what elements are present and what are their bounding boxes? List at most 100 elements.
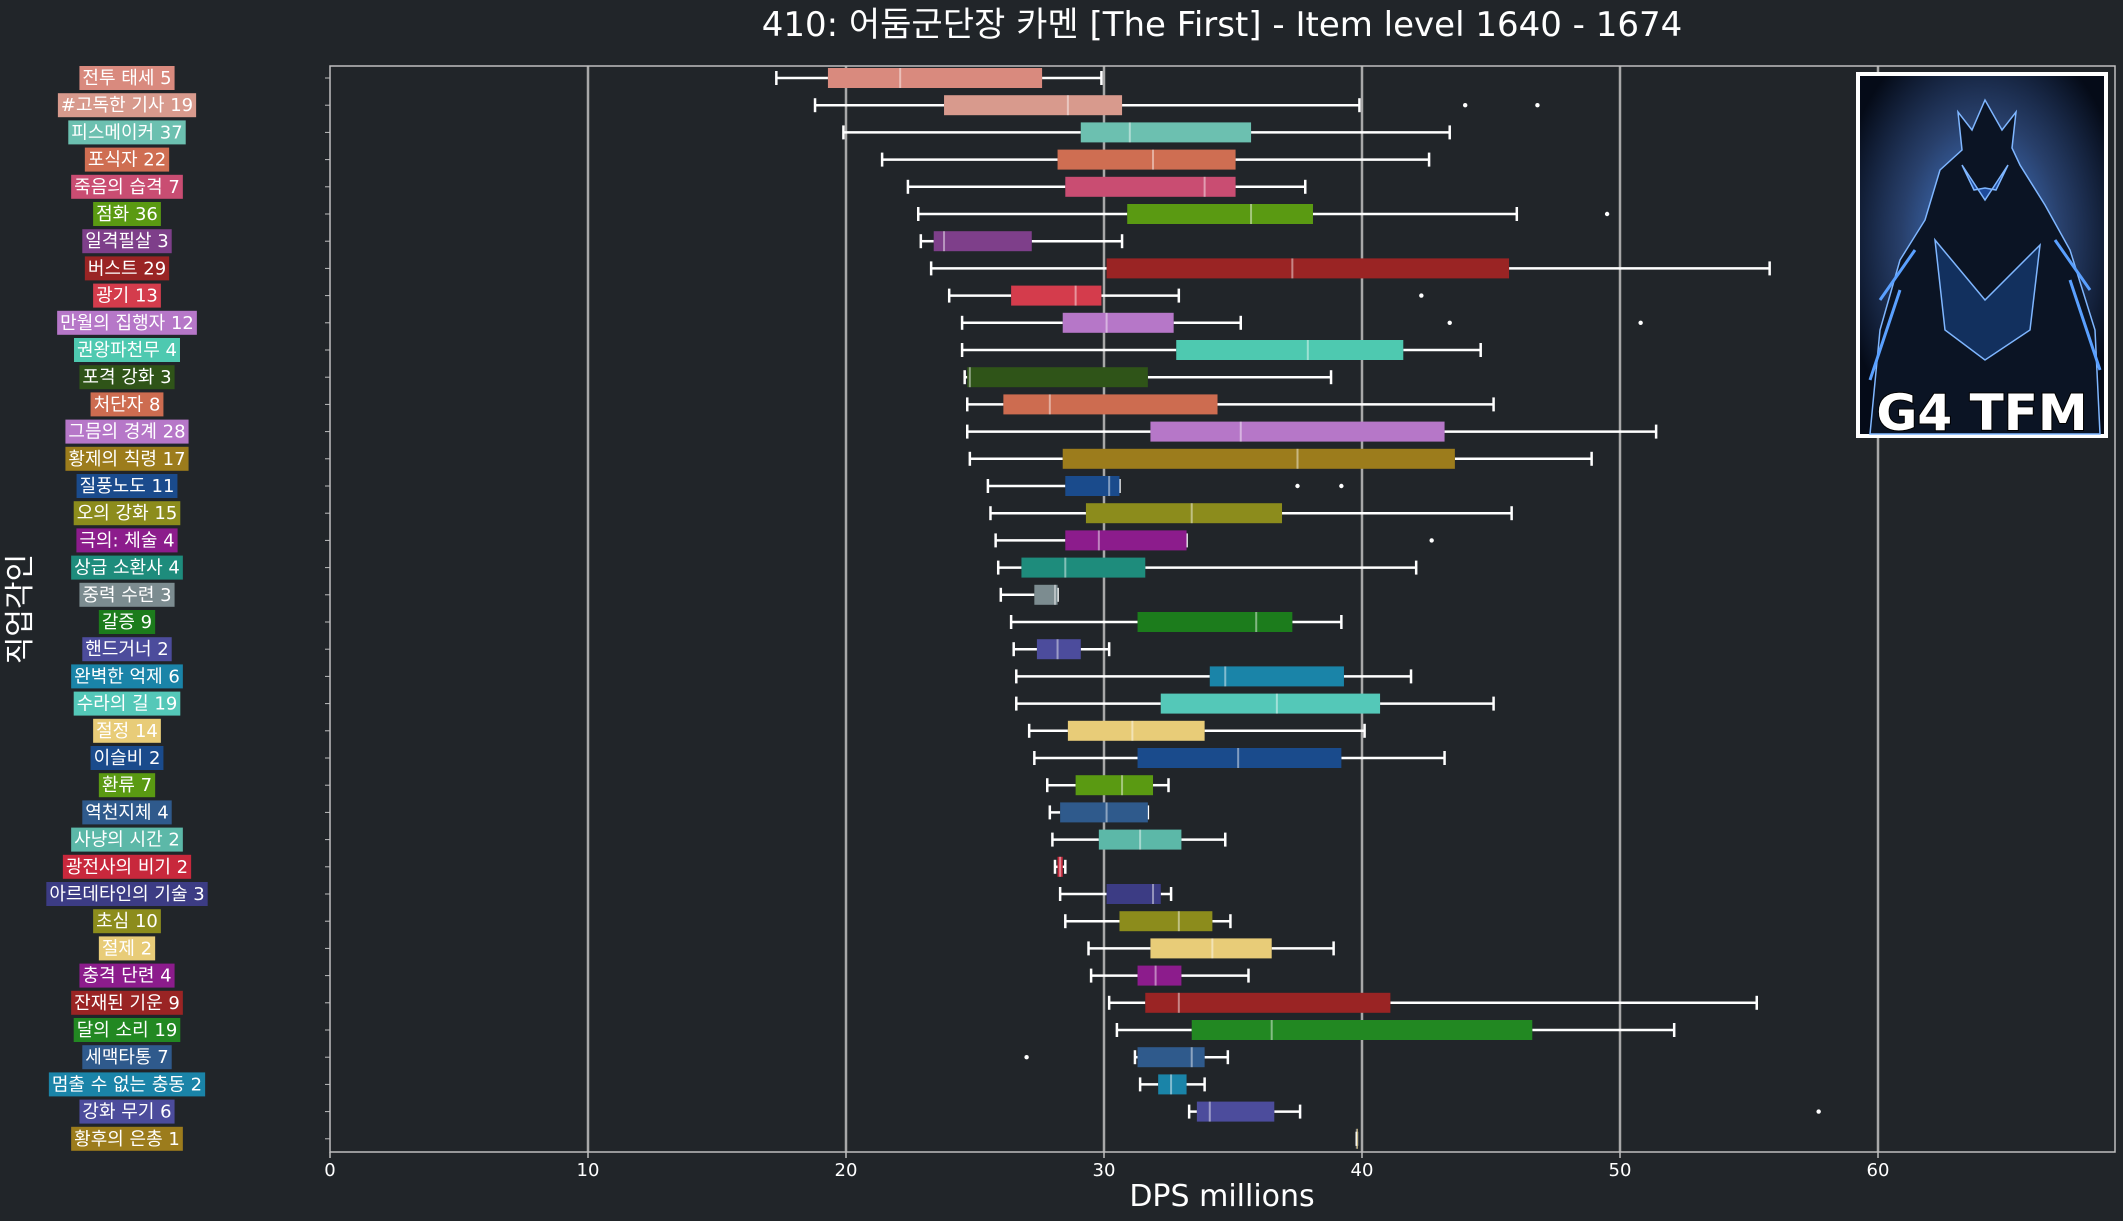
category-label: 광기 13 <box>96 286 158 307</box>
category-label: 핸드거너 2 <box>85 639 168 660</box>
category-label-group: 버스트 29 <box>84 256 170 281</box>
box-21 <box>1012 639 1111 660</box>
category-label-group: 역천지체 4 <box>82 800 172 825</box>
box-39 <box>1355 1128 1359 1149</box>
category-label-group: 전투 태세 5 <box>79 66 175 90</box>
category-label-group: 아르데타인의 기술 3 <box>46 882 208 906</box>
iqr-box <box>1145 992 1391 1013</box>
category-label-background <box>71 664 183 689</box>
category-label-background <box>82 229 172 254</box>
iqr-box <box>1021 557 1146 578</box>
iqr-box <box>1137 965 1182 986</box>
category-label-group: 황후의 은총 1 <box>71 1126 183 1151</box>
category-label: 절제 2 <box>102 938 152 959</box>
category-label-group: 황제의 칙령 17 <box>65 446 189 471</box>
category-label: 아르데타인의 기술 3 <box>49 884 204 905</box>
box-32 <box>1087 938 1335 959</box>
box-4 <box>906 176 1307 197</box>
iqr-box <box>1060 802 1148 823</box>
category-label: 황후의 은총 1 <box>74 1129 180 1150</box>
category-label: 버스트 29 <box>88 258 166 279</box>
category-label-background <box>90 746 164 770</box>
category-label-group: 오의 강화 15 <box>73 501 181 526</box>
category-label-group: 포격 강화 3 <box>79 365 175 390</box>
badge-text: G4 TFM <box>1876 384 2087 442</box>
category-label: 초심 10 <box>96 911 158 932</box>
outlier-point <box>1419 293 1424 298</box>
iqr-box <box>1137 612 1293 632</box>
category-label-group: 만월의 집행자 12 <box>57 310 197 335</box>
outlier-point <box>1295 483 1300 489</box>
box-20 <box>1009 612 1343 632</box>
iqr-box <box>1057 856 1063 877</box>
x-axis-label: DPS millions <box>1129 1179 1314 1214</box>
iqr-box <box>1080 122 1252 143</box>
box-2 <box>842 122 1451 143</box>
category-label-group: 광기 13 <box>93 283 161 308</box>
category-label: 충격 단련 4 <box>82 966 171 987</box>
iqr-box <box>1065 530 1187 551</box>
category-label-group: 극의: 체술 4 <box>76 528 178 553</box>
category-label-background <box>98 936 156 961</box>
iqr-box <box>1196 1101 1275 1122</box>
box-14 <box>968 448 1593 469</box>
box-7 <box>929 258 1771 279</box>
iqr-box <box>1065 176 1236 197</box>
box-36 <box>1024 1047 1230 1068</box>
category-label-background <box>71 827 183 852</box>
iqr-box <box>944 95 1123 116</box>
dark-knight-figure <box>1868 98 2102 435</box>
category-label: 광전사의 비기 2 <box>66 857 188 878</box>
outlier-point <box>1429 538 1434 543</box>
iqr-box <box>1176 340 1404 360</box>
category-label-background <box>76 474 178 498</box>
iqr-box <box>1034 584 1058 605</box>
category-label-background <box>73 691 181 716</box>
plot-frame <box>329 65 2116 1153</box>
category-label-background <box>79 365 175 390</box>
iqr-box <box>1191 1020 1533 1040</box>
box-37 <box>1138 1074 1206 1095</box>
category-label-background <box>84 147 170 172</box>
category-label-background <box>73 1018 181 1042</box>
outlier-point <box>1638 320 1643 325</box>
category-label: 역천지체 4 <box>85 802 168 823</box>
category-label-background <box>46 882 208 906</box>
box-10 <box>960 340 1482 360</box>
category-label: 피스메이커 37 <box>71 122 182 143</box>
category-label-group: 잔재된 기운 9 <box>71 990 183 1015</box>
category-label-background <box>65 419 189 444</box>
category-label-group: 권왕파천무 4 <box>74 338 180 362</box>
category-label-background <box>93 202 161 226</box>
category-label-group: 달의 소리 19 <box>73 1018 181 1042</box>
category-label-group: 이슬비 2 <box>90 746 164 770</box>
category-label: 멈출 수 없는 충동 2 <box>52 1074 202 1095</box>
outlier-point <box>1339 483 1344 489</box>
iqr-box <box>1150 421 1445 442</box>
category-label-background <box>90 392 164 417</box>
category-label: #고독한 기사 19 <box>61 95 193 116</box>
category-label-background <box>93 718 161 743</box>
category-label-background <box>62 854 192 879</box>
category-label-background <box>98 773 156 798</box>
box-28 <box>1051 829 1227 850</box>
category-label: 권왕파천무 4 <box>77 340 177 361</box>
category-labels: 전투 태세 5 #고독한 기사 19 피스메이커 37 포식자 22 죽음의 습격 7 점… <box>46 66 330 1151</box>
category-label-background <box>74 338 180 362</box>
category-label-group: 그믐의 경계 28 <box>65 419 189 444</box>
category-label: 완벽한 억제 6 <box>74 666 180 687</box>
category-label-group: 세맥타통 7 <box>82 1045 172 1070</box>
category-label-background <box>98 610 156 634</box>
box-29 <box>1053 856 1067 877</box>
iqr-box <box>1106 884 1161 904</box>
category-label: 점화 36 <box>96 204 158 225</box>
category-label-background <box>84 256 170 281</box>
category-label: 상급 소환사 4 <box>74 558 180 579</box>
category-label-group: 핸드거너 2 <box>82 637 172 662</box>
category-label-background <box>65 446 189 471</box>
box-34 <box>1107 992 1758 1013</box>
outlier-point <box>1463 103 1468 108</box>
category-label-group: 멈출 수 없는 충동 2 <box>48 1072 206 1097</box>
iqr-box <box>1085 503 1283 524</box>
category-label: 전투 태세 5 <box>82 68 171 89</box>
